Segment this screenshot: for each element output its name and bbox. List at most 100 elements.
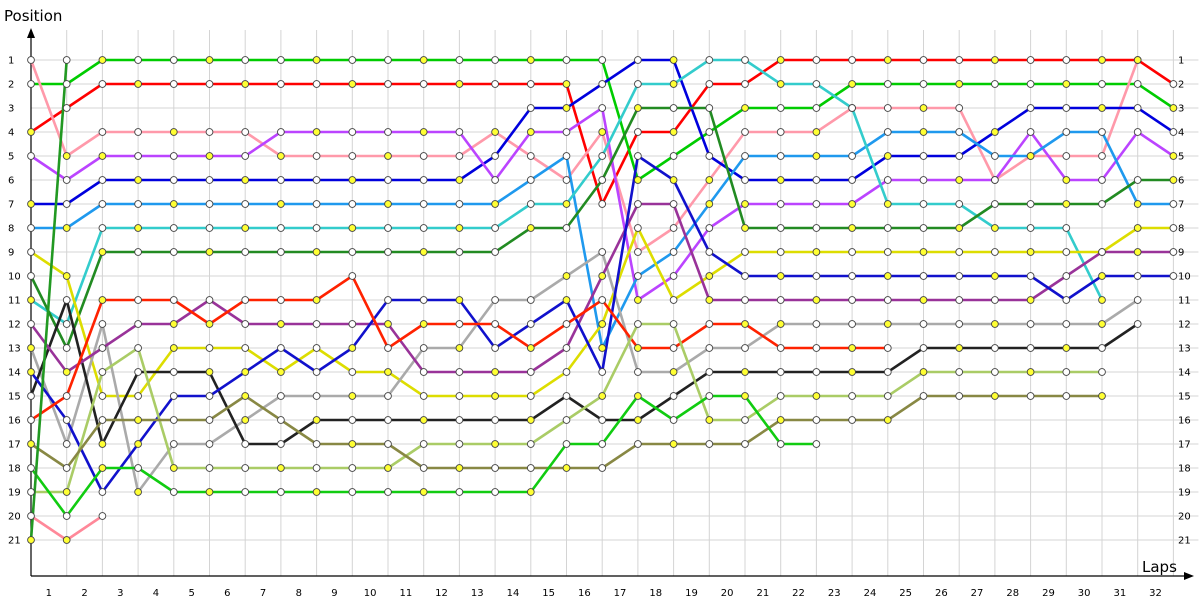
data-point	[955, 296, 964, 304]
data-point	[705, 176, 714, 184]
y-tick-label: 13	[8, 344, 21, 355]
data-point	[741, 56, 749, 64]
series-markers	[27, 56, 1178, 544]
data-point	[955, 56, 964, 64]
data-point	[812, 248, 821, 256]
x-tick-label: 25	[899, 588, 912, 599]
data-point	[98, 512, 107, 520]
data-point	[741, 320, 749, 328]
data-point	[62, 344, 71, 352]
data-point	[277, 464, 285, 472]
data-point	[1026, 272, 1035, 280]
x-tick-label: 23	[828, 588, 841, 599]
data-point	[634, 152, 642, 160]
data-point	[848, 80, 856, 88]
data-point	[312, 296, 321, 304]
data-point	[1098, 80, 1106, 88]
data-point	[598, 344, 607, 352]
data-point	[1026, 104, 1035, 112]
data-point	[169, 176, 178, 184]
data-point	[384, 224, 392, 232]
data-point	[205, 56, 214, 64]
data-point	[134, 344, 142, 352]
y-axis-arrow	[27, 28, 35, 38]
data-point	[669, 176, 678, 184]
data-point	[62, 200, 71, 208]
x-tick-label: 29	[1042, 588, 1055, 599]
data-point	[1098, 320, 1106, 328]
data-point	[669, 200, 678, 208]
data-point	[634, 368, 642, 376]
y-tick-label: 4	[1178, 128, 1184, 139]
data-point	[491, 176, 499, 184]
x-tick-label: 8	[296, 588, 302, 599]
data-point	[27, 392, 35, 400]
data-point	[27, 536, 35, 544]
x-tick-label: 1	[46, 588, 52, 599]
data-point	[1169, 272, 1178, 280]
data-point	[1026, 56, 1035, 64]
data-point	[741, 224, 749, 232]
data-point	[919, 152, 928, 160]
data-point	[1026, 392, 1035, 400]
data-point	[241, 248, 250, 256]
data-point	[277, 152, 285, 160]
data-point	[919, 272, 928, 280]
data-point	[348, 128, 357, 136]
data-point	[169, 440, 178, 448]
data-point	[419, 488, 428, 496]
x-tick-label: 10	[364, 588, 377, 599]
data-point	[27, 224, 35, 232]
data-point	[741, 440, 749, 448]
data-point	[991, 56, 999, 64]
data-point	[526, 56, 535, 64]
data-point	[634, 344, 642, 352]
data-point	[848, 320, 856, 328]
data-point	[705, 152, 714, 160]
data-point	[991, 368, 999, 376]
data-point	[848, 56, 856, 64]
data-point	[526, 488, 535, 496]
data-point	[1169, 200, 1178, 208]
data-point	[455, 128, 464, 136]
data-point	[776, 440, 785, 448]
data-point	[312, 320, 321, 328]
y-tick-label: 14	[8, 368, 21, 379]
data-point	[991, 128, 999, 136]
x-axis-arrow	[1184, 572, 1194, 580]
data-point	[134, 224, 142, 232]
data-point	[705, 248, 714, 256]
y-tick-label: 12	[1178, 320, 1191, 331]
data-point	[1098, 368, 1106, 376]
y-tick-label: 15	[8, 392, 21, 403]
data-point	[1062, 392, 1071, 400]
data-point	[491, 416, 499, 424]
data-point	[848, 200, 856, 208]
data-point	[27, 344, 35, 352]
data-point	[312, 464, 321, 472]
data-point	[883, 224, 892, 232]
data-point	[919, 80, 928, 88]
data-point	[526, 296, 535, 304]
x-tick-label: 6	[224, 588, 230, 599]
data-point	[669, 416, 678, 424]
data-point	[526, 128, 535, 136]
data-point	[98, 128, 107, 136]
data-point	[741, 248, 749, 256]
data-point	[419, 224, 428, 232]
data-point	[455, 224, 464, 232]
y-tick-label: 9	[1178, 248, 1184, 259]
data-point	[419, 296, 428, 304]
data-point	[348, 224, 357, 232]
y-tick-label: 17	[8, 440, 21, 451]
data-point	[991, 176, 999, 184]
data-point	[491, 392, 499, 400]
x-tick-label: 12	[435, 588, 448, 599]
x-tick-label: 32	[1149, 588, 1162, 599]
data-point	[991, 296, 999, 304]
data-point	[848, 152, 856, 160]
data-point	[455, 152, 464, 160]
data-point	[1133, 224, 1142, 232]
x-tick-label: 15	[542, 588, 555, 599]
